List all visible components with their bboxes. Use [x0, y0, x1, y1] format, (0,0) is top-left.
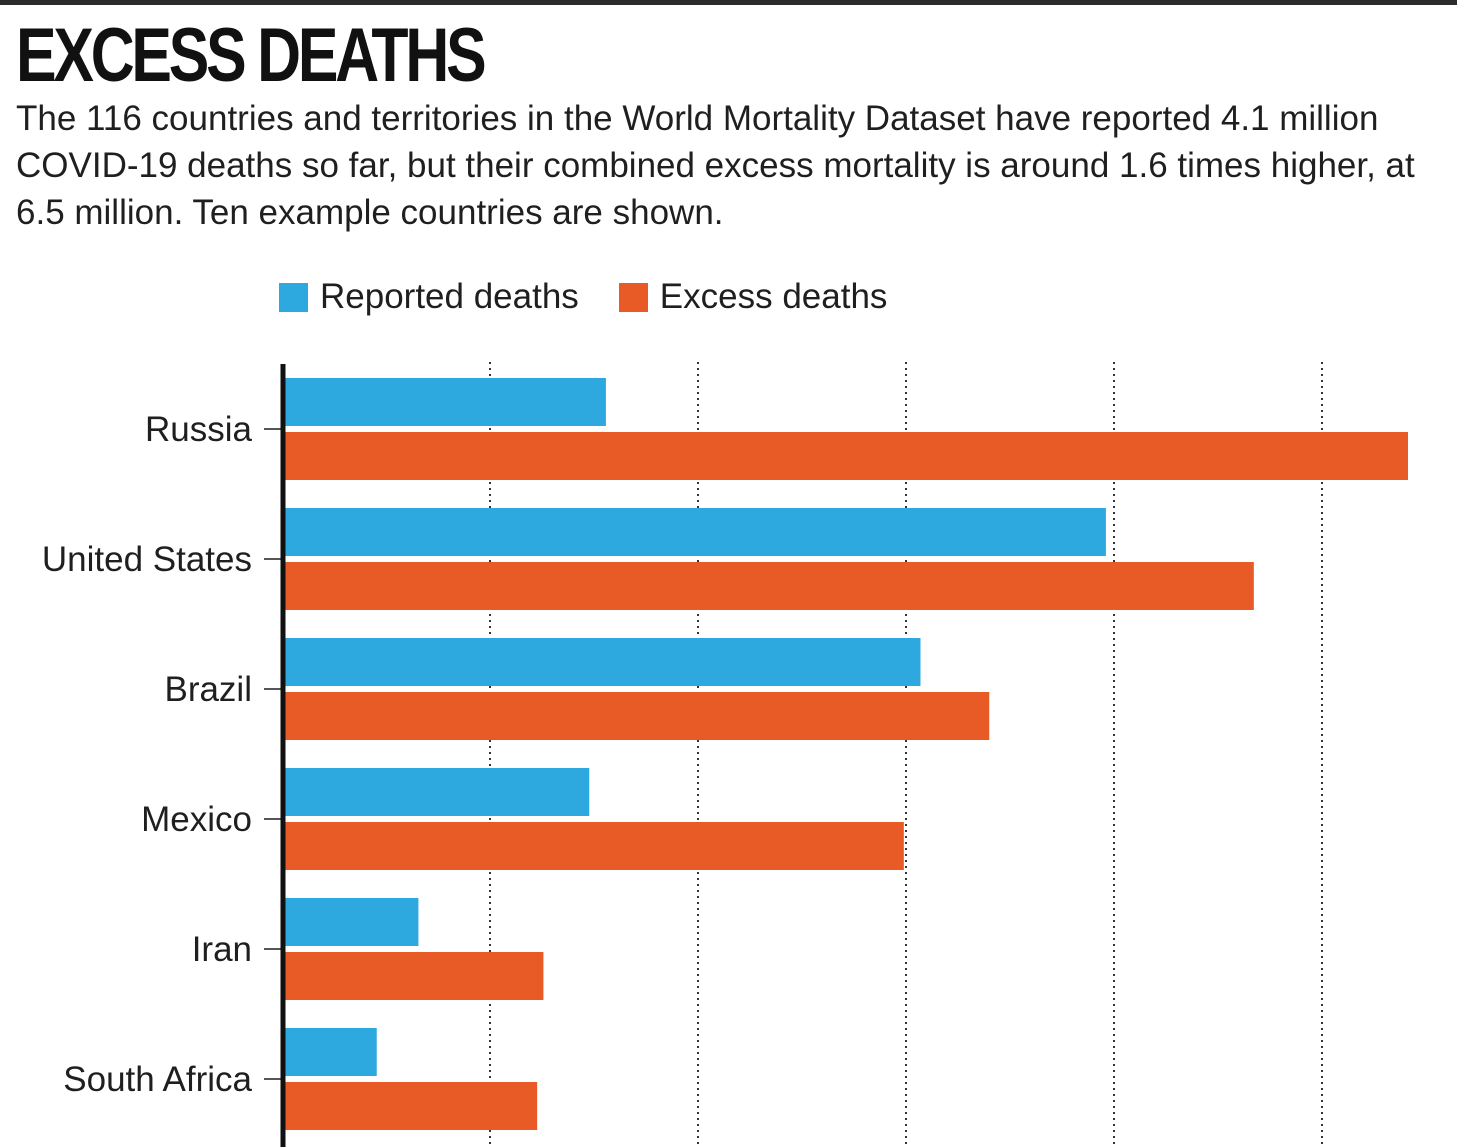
y-tick-label-mexico: Mexico: [141, 800, 252, 839]
legend: Reported deaths Excess deaths: [279, 275, 927, 319]
bar-reported-iran: [283, 898, 419, 946]
chart-subtitle: The 116 countries and territories in the…: [16, 99, 1415, 232]
legend-label-excess: Excess deaths: [659, 277, 888, 316]
bar-excess-mexico: [283, 822, 904, 870]
legend-item-reported: Reported deaths: [279, 277, 579, 317]
legend-swatch-reported: [279, 282, 308, 312]
bar-excess-iran: [283, 952, 544, 1000]
bar-reported-united-states: [283, 508, 1106, 556]
legend-item-excess: Excess deaths: [618, 277, 888, 317]
bar-excess-brazil: [283, 692, 990, 740]
bar-reported-russia: [283, 378, 606, 426]
legend-swatch-excess: [618, 282, 648, 312]
y-tick-label-brazil: Brazil: [164, 670, 252, 709]
legend-label-reported: Reported deaths: [320, 277, 579, 316]
bar-excess-russia: [283, 432, 1408, 480]
top-rule: [0, 0, 1457, 5]
y-tick-label-united-states: United States: [42, 540, 252, 579]
bar-excess-south-africa: [283, 1082, 538, 1130]
y-tick-label-russia: Russia: [145, 410, 253, 449]
y-tick-label-iran: Iran: [192, 930, 252, 969]
bar-reported-brazil: [283, 638, 921, 686]
bar-reported-south-africa: [283, 1028, 377, 1076]
y-tick-label-south-africa: South Africa: [63, 1060, 252, 1099]
bar-excess-united-states: [283, 562, 1254, 610]
chart-title: EXCESS DEATHS: [16, 13, 487, 98]
bar-reported-mexico: [283, 768, 590, 816]
